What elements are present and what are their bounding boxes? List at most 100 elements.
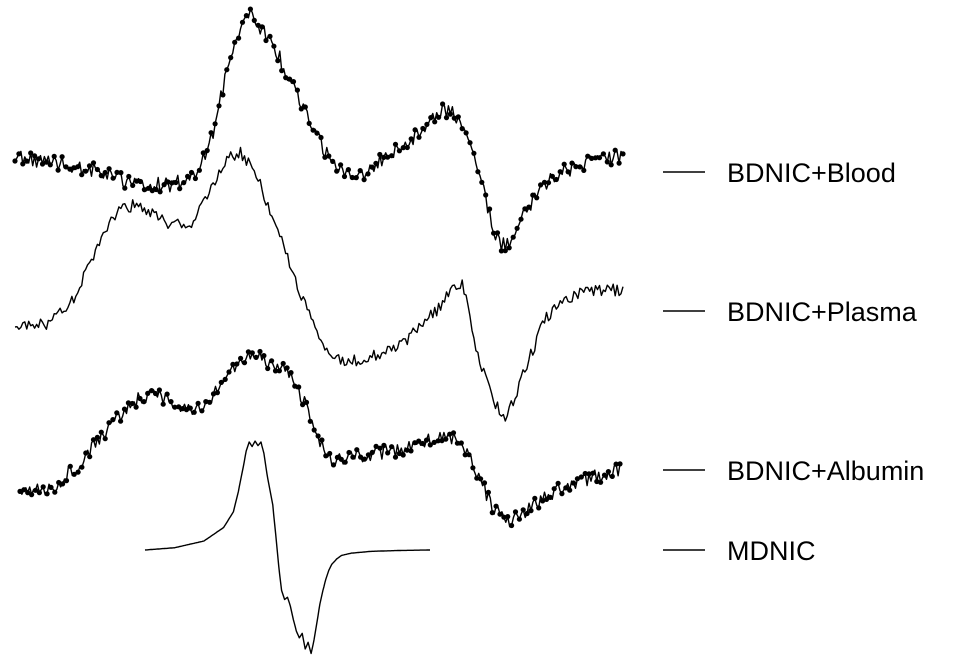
- data-point-blood: [94, 166, 100, 173]
- legend-label-albumin: BDNIC+Albumin: [727, 456, 924, 486]
- data-point-albumin: [536, 505, 542, 511]
- data-point-albumin: [423, 437, 430, 443]
- data-point-blood: [561, 161, 567, 167]
- data-point-albumin: [315, 433, 321, 439]
- data-point-albumin: [373, 443, 379, 449]
- data-point-blood: [373, 160, 379, 166]
- data-point-blood: [63, 164, 69, 170]
- data-point-blood: [35, 156, 42, 162]
- data-point-blood: [522, 206, 528, 212]
- data-point-albumin: [257, 348, 263, 355]
- data-point-albumin: [555, 480, 561, 486]
- data-point-albumin: [420, 440, 426, 447]
- data-point-albumin: [207, 399, 213, 405]
- data-point-blood: [459, 126, 465, 132]
- data-point-blood: [39, 161, 46, 167]
- data-point-albumin: [265, 365, 271, 372]
- data-point-blood: [573, 164, 579, 170]
- data-point-blood: [126, 173, 132, 180]
- data-point-blood: [243, 13, 249, 19]
- data-point-blood: [494, 230, 501, 236]
- data-point-albumin: [404, 447, 410, 453]
- data-point-albumin: [269, 358, 275, 364]
- data-point-albumin: [272, 368, 279, 374]
- data-point-blood: [212, 121, 218, 127]
- data-point-albumin: [48, 484, 54, 490]
- data-point-albumin: [164, 391, 170, 397]
- data-point-albumin: [121, 406, 128, 412]
- data-point-albumin: [381, 442, 387, 448]
- data-point-blood: [71, 165, 77, 171]
- data-point-blood: [318, 134, 324, 141]
- data-point-blood: [122, 185, 128, 191]
- data-point-blood: [604, 159, 610, 165]
- data-point-blood: [279, 68, 285, 74]
- data-point-blood: [365, 171, 371, 177]
- data-point-albumin: [350, 454, 356, 460]
- data-point-albumin: [226, 369, 232, 375]
- data-point-albumin: [450, 430, 457, 436]
- data-point-albumin: [578, 474, 584, 480]
- data-point-albumin: [222, 376, 228, 382]
- data-point-blood: [491, 230, 497, 236]
- data-point-blood: [349, 174, 355, 181]
- data-point-albumin: [412, 440, 418, 446]
- data-point-blood: [424, 121, 430, 127]
- data-point-blood: [541, 179, 548, 185]
- data-point-albumin: [25, 490, 31, 496]
- data-point-albumin: [365, 452, 371, 458]
- data-point-albumin: [44, 491, 50, 497]
- data-point-blood: [153, 186, 159, 193]
- data-point-blood: [514, 225, 520, 231]
- data-point-blood: [487, 206, 493, 212]
- data-point-blood: [51, 153, 57, 159]
- data-point-albumin: [149, 388, 155, 394]
- data-point-albumin: [598, 479, 604, 485]
- data-point-blood: [314, 130, 320, 136]
- data-point-blood: [216, 103, 222, 109]
- data-point-albumin: [330, 462, 337, 468]
- data-point-albumin: [230, 361, 236, 367]
- data-point-blood: [600, 151, 607, 157]
- data-point-blood: [86, 163, 93, 169]
- data-point-albumin: [327, 450, 333, 457]
- data-point-blood: [110, 175, 116, 181]
- data-point-blood: [67, 166, 73, 172]
- data-point-blood: [612, 147, 618, 153]
- data-point-albumin: [470, 465, 476, 471]
- data-point-blood: [275, 58, 281, 64]
- data-point-blood: [20, 161, 26, 167]
- data-point-albumin: [40, 484, 46, 490]
- data-point-blood: [400, 145, 406, 151]
- data-point-blood: [16, 151, 22, 157]
- data-point-albumin: [36, 490, 43, 496]
- data-point-albumin: [586, 471, 592, 477]
- data-point-albumin: [52, 489, 58, 495]
- data-point-albumin: [90, 437, 97, 443]
- data-point-blood: [443, 115, 450, 121]
- data-point-albumin: [400, 452, 406, 458]
- data-point-blood: [90, 160, 97, 166]
- data-point-blood: [306, 120, 312, 126]
- data-point-albumin: [210, 391, 217, 397]
- data-point-albumin: [354, 447, 360, 453]
- data-point-blood: [616, 160, 622, 166]
- data-point-albumin: [203, 399, 209, 405]
- data-point-albumin: [238, 355, 244, 361]
- data-point-albumin: [574, 476, 581, 482]
- data-point-albumin: [512, 509, 519, 515]
- data-point-blood: [43, 159, 50, 165]
- data-point-albumin: [439, 438, 445, 444]
- data-point-blood: [141, 187, 147, 193]
- data-point-albumin: [443, 436, 449, 442]
- data-point-blood: [436, 114, 442, 120]
- data-point-albumin: [570, 480, 577, 486]
- data-point-albumin: [520, 507, 526, 513]
- data-point-blood: [161, 182, 167, 188]
- data-point-albumin: [187, 405, 193, 411]
- data-point-blood: [518, 216, 524, 222]
- data-point-blood: [608, 162, 614, 168]
- data-point-albumin: [389, 444, 395, 450]
- data-point-blood: [137, 178, 144, 185]
- data-point-blood: [259, 24, 265, 30]
